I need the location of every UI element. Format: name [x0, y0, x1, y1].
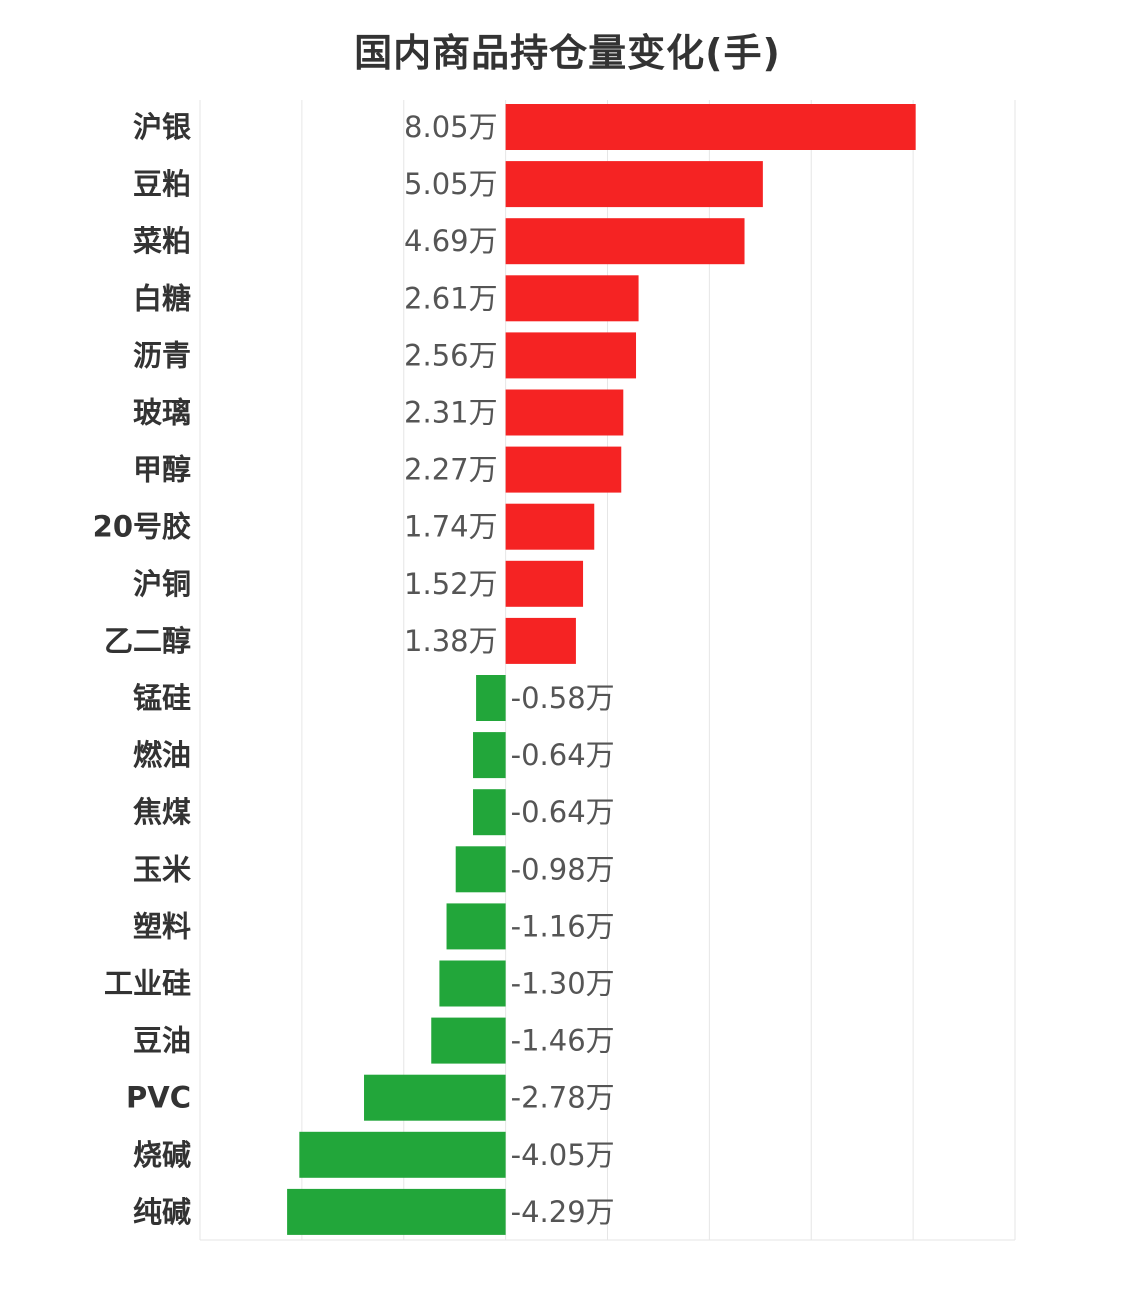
category-label: 20号胶	[93, 510, 191, 544]
bar	[455, 846, 506, 893]
chart-title: 国内商品持仓量变化(手)	[354, 31, 781, 75]
bar	[505, 446, 622, 493]
value-label: -0.58万	[511, 681, 615, 715]
category-label: 玉米	[133, 852, 191, 886]
category-label: 乙二醇	[104, 624, 191, 658]
value-label: 8.05万	[404, 110, 498, 144]
category-label: 豆粕	[133, 167, 191, 201]
bar	[505, 275, 639, 322]
value-label: 2.61万	[404, 281, 498, 315]
category-label: 纯碱	[133, 1195, 191, 1229]
value-label: -1.16万	[511, 909, 615, 943]
bars	[287, 104, 916, 1235]
category-label: 沥青	[133, 338, 191, 372]
category-label: 豆油	[133, 1024, 191, 1058]
bar	[505, 104, 916, 150]
value-label: 1.38万	[404, 624, 498, 658]
value-label: -4.05万	[511, 1138, 615, 1172]
bar	[431, 1017, 506, 1064]
bar	[505, 332, 637, 379]
value-label: -0.64万	[511, 795, 615, 829]
bar	[439, 960, 506, 1007]
bar	[505, 617, 576, 664]
category-label: 焦煤	[133, 795, 191, 829]
bar	[473, 789, 506, 836]
category-label: PVC	[126, 1081, 191, 1115]
bar	[505, 560, 584, 607]
value-label: -1.30万	[511, 967, 615, 1001]
bar	[505, 389, 624, 436]
value-label: -0.64万	[511, 738, 615, 772]
bar	[505, 503, 595, 550]
bar	[364, 1074, 506, 1121]
value-label: -0.98万	[511, 852, 615, 886]
value-label: 2.31万	[404, 396, 498, 430]
value-label: 1.74万	[404, 510, 498, 544]
bar	[446, 903, 506, 950]
bar	[287, 1188, 506, 1235]
value-label: -4.29万	[511, 1195, 615, 1229]
category-label: 甲醇	[133, 453, 191, 487]
bar	[505, 161, 763, 208]
category-label: 沪铜	[133, 567, 191, 601]
value-labels: 8.05万 5.05万 4.69万 2.61万 2.56万 2.31万 2.27万 1.74万…	[404, 110, 615, 1229]
value-label: 2.27万	[404, 453, 498, 487]
category-label: 玻璃	[133, 396, 191, 430]
category-label: 烧碱	[133, 1138, 191, 1172]
value-label: 5.05万	[404, 167, 498, 201]
category-label: 燃油	[133, 738, 191, 772]
bar	[505, 218, 745, 265]
bar	[299, 1131, 506, 1178]
category-label: 锰硅	[133, 681, 191, 715]
value-label: 1.52万	[404, 567, 498, 601]
category-label: 塑料	[133, 909, 191, 943]
category-label: 菜粕	[133, 224, 191, 258]
value-label: 4.69万	[404, 224, 498, 258]
bar	[476, 675, 506, 721]
value-label: -1.46万	[511, 1024, 615, 1058]
value-label: -2.78万	[511, 1081, 615, 1115]
category-label: 白糖	[133, 281, 191, 315]
grid-lines	[199, 100, 1016, 1241]
value-label: 2.56万	[404, 338, 498, 372]
category-label: 工业硅	[104, 967, 191, 1001]
category-label: 沪银	[133, 110, 191, 144]
bar	[473, 732, 506, 779]
